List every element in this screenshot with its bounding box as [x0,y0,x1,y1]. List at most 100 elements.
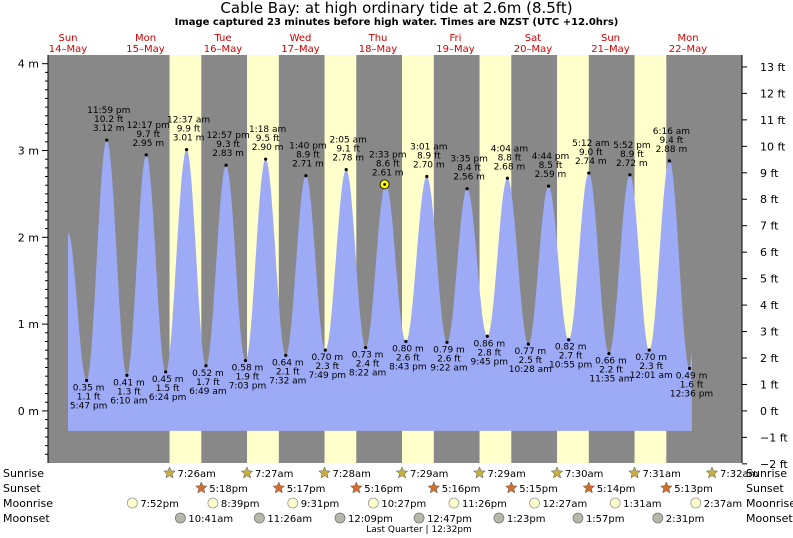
low-tide-label: 0.45 m [152,375,184,385]
high-tide-label: 9.4 ft [660,136,684,146]
high-tide-label: 2.88 m [656,145,688,155]
right-tick-label: 11 ft [760,114,786,127]
high-tide-label: 2:05 am [330,136,367,146]
tide-point [567,338,571,342]
tide-point [224,163,228,167]
low-tide-label: 1.6 ft [680,380,704,390]
row-label-right: Moonset [746,512,793,525]
right-tick-label: 12 ft [760,87,786,100]
high-tide-label: 9.9 ft [177,125,201,135]
high-tide-label: 1:40 pm [289,142,327,152]
tide-point [445,340,449,344]
high-tide-label: 2.71 m [292,160,324,170]
row-label-right: Sunrise [746,467,787,480]
sunrise-icon [240,466,254,479]
sunset-time: 5:16pm [442,484,481,495]
sunrise-icon [550,466,564,479]
sunset-icon [194,481,208,494]
moonrise-time: 12:27am [543,499,588,510]
tide-point [404,339,408,344]
moonrise-time: 10:27pm [381,499,426,510]
tide-point [243,358,248,363]
low-tide-label: 0.49 m [676,371,708,381]
low-tide-label: 0.86 m [473,339,505,349]
high-tide-label: 3:35 pm [450,155,488,165]
day-name: Mon [677,33,698,44]
sunrise-time: 7:29am [488,469,526,480]
low-tide-label: 2.6 ft [437,354,461,364]
low-tide-label: 0.66 m [595,357,627,367]
high-tide-label: 8.9 ft [296,151,320,161]
sunrise-time: 7:31am [643,469,681,480]
row-label-left: Moonrise [3,497,53,510]
row-label-right: Sunset [746,482,784,495]
moonset-time: 12:47pm [427,514,472,525]
left-tick-label: 4 m [18,58,39,71]
right-tick-label: 1 ft [760,378,779,391]
low-tide-label: 10:28 am [509,365,552,375]
high-tide-label: 2.59 m [535,170,567,180]
low-tide-label: 1.1 ft [77,393,101,403]
high-tide-label: 3:01 am [410,143,447,153]
day-name: Mon [135,33,156,44]
tide-point [465,187,469,191]
moonrise-icon [126,497,138,509]
low-tide-label: 2.7 ft [559,352,583,362]
high-tide-label: 3.12 m [93,124,125,134]
day-date: 22–May [669,44,707,55]
high-tide-label: 2:33 pm [369,150,407,160]
tide-point [264,157,268,161]
high-tide-label: 9.1 ft [336,145,360,155]
low-tide-label: 1.9 ft [236,373,260,383]
high-tide-label: 10.2 ft [94,115,124,125]
moonrise-icon [690,497,702,509]
moonset-icon [334,512,346,524]
sunrise-icon [473,466,486,479]
low-tide-label: 6:49 am [189,387,226,397]
moonrise-time: 11:26pm [462,499,507,510]
right-tick-label: 2 ft [760,352,779,365]
low-tide-label: 0.58 m [232,364,264,374]
high-tide-label: 9.7 ft [136,130,160,140]
sunset-icon [504,481,518,494]
sunset-time: 5:18pm [209,484,248,495]
low-tide-label: 2.5 ft [518,356,542,366]
day-date: 18–May [359,44,397,55]
low-tide-label: 5:47 pm [70,402,108,412]
high-tide-label: 8.9 ft [417,152,441,162]
moonrise-icon [529,497,540,509]
right-tick-label: 5 ft [760,273,779,286]
moonset-time: 1:23pm [507,514,546,525]
low-tide-label: 2.6 ft [396,353,420,363]
low-tide-label: 6:10 am [110,396,147,406]
right-tick-label: 3 ft [760,326,779,339]
sunset-icon [349,481,363,494]
low-tide-label: 7:03 pm [229,382,267,392]
high-tide-label: 12:37 am [167,116,210,126]
day-name: Wed [290,33,312,44]
tide-point [667,159,672,163]
sunset-icon [427,481,441,494]
row-label-left: Sunrise [3,467,44,480]
right-tick-label: −1 ft [760,431,788,444]
high-tide-label: 2.78 m [332,154,364,164]
tide-point [204,364,208,368]
low-tide-label: 11:35 am [589,375,632,385]
low-tide-label: 2.2 ft [599,366,623,376]
low-tide-label: 0.82 m [555,343,587,353]
moonrise-time: 9:31pm [301,499,340,510]
sunrise-time: 7:28am [333,469,371,480]
high-tide-label: 3.01 m [173,134,205,144]
tide-point [628,173,632,177]
chart-title: Cable Bay: at high ordinary tide at 2.6m… [220,0,573,17]
low-tide-label: 7:49 pm [309,371,347,381]
day-date: 16–May [204,44,242,55]
sunrise-time: 7:27am [255,469,293,480]
low-tide-label: 1.3 ft [117,387,141,397]
sunset-time: 5:13pm [674,484,713,495]
tide-point [607,352,611,356]
day-name: Sun [58,33,77,44]
sunrise-time: 7:29am [410,469,448,480]
sunset-icon [272,481,286,494]
high-tide-label: 9.0 ft [579,148,603,158]
